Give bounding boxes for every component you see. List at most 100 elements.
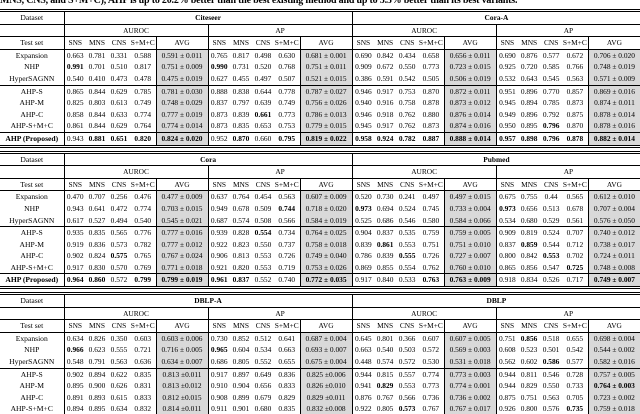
- column-label: SNS: [351, 319, 375, 333]
- metric-value-cell: 0.740: [278, 275, 296, 285]
- method-row-label: AHP-C: [0, 250, 65, 262]
- avg-value-cell: 0.814 ±0.011: [155, 403, 208, 414]
- metric-value-cell: 0.911: [207, 403, 230, 414]
- metric-value-cell: 0.795: [278, 133, 296, 143]
- column-label: SNS: [207, 36, 230, 50]
- metric-value-cell: 0.241: [398, 192, 416, 202]
- avg-value-cell: 0.764 ± 0.003: [587, 380, 640, 392]
- avg-value-cell: 0.718 ± 0.020: [299, 202, 353, 215]
- avg-value-cell: 0.779 ± 0.015: [299, 120, 353, 133]
- metric-value-cell: 0.935: [63, 226, 86, 239]
- data-row: NHP 0.943 0.641 0.472 0.774 0.703 ± 0.015 0.94…: [0, 202, 640, 215]
- column-label: AVG: [587, 36, 640, 50]
- metric-value-cell: 0.837: [495, 238, 519, 251]
- metric-value-cell: 0.707: [566, 228, 584, 238]
- metric-value-cell: 0.796: [542, 133, 560, 143]
- column-label: S+M+C: [130, 178, 156, 192]
- metric-value-cell: 0.626: [110, 381, 128, 391]
- metric-value-cell: 0.800: [495, 250, 519, 262]
- column-label: S+M+C: [130, 319, 156, 333]
- metric-value-cell: 0.566: [274, 214, 300, 228]
- metric-value-cell: 0.921: [207, 261, 230, 275]
- metric-value-cell: 0.840: [376, 275, 394, 285]
- column-label: CNS: [108, 178, 130, 192]
- metric-value-cell: 0.939: [207, 226, 230, 239]
- avg-value-cell: 0.733 ± 0.004: [443, 202, 497, 215]
- avg-value-cell: 0.545 ± 0.021: [155, 214, 208, 228]
- metric-value-cell: 0.627: [207, 72, 230, 86]
- data-row: AHP-S 0.935 0.835 0.565 0.776 0.777 ± 0.016 0.…: [0, 226, 640, 239]
- avg-value-cell: 0.703 ± 0.015: [155, 202, 208, 215]
- metric-header-row: AUROC AP AUROC AP: [0, 24, 640, 38]
- metric-value-cell: 0.546: [542, 369, 560, 379]
- metric-value-cell: 0.945: [351, 120, 375, 133]
- metric-value-cell: 0.908: [207, 391, 230, 404]
- metric-value-cell: 0.918: [495, 273, 519, 288]
- metric-value-cell: 0.773: [422, 381, 440, 391]
- column-label: S+M+C: [418, 178, 445, 192]
- metric-value-cell: 0.604: [232, 345, 250, 355]
- data-row: HyperSAGNN 0.548 0.791 0.563 0.636 0.634 ± 0.…: [0, 356, 640, 369]
- avg-value-cell: 0.634 ± 0.007: [155, 356, 208, 369]
- metric-value-cell: 0.660: [254, 133, 272, 143]
- avg-value-cell: 0.777 ± 0.012: [155, 238, 208, 251]
- metric-value-cell: 0.796: [540, 120, 563, 133]
- metric-value-cell: 0.776: [134, 228, 152, 238]
- metric-value-cell: 0.256: [110, 192, 128, 202]
- avg-value-cell: 0.497 ± 0.015: [443, 190, 497, 203]
- avg-value-cell: 0.656 ± 0.011: [443, 49, 497, 62]
- metric-value-cell: 0.893: [88, 392, 106, 402]
- method-row-label: AHP-S: [0, 85, 65, 98]
- metric-value-cell: 0.773: [278, 109, 296, 119]
- avg-value-cell: 0.681 ± 0.001: [299, 49, 353, 62]
- metric-value-cell: 0.857: [566, 86, 584, 96]
- dataset-name: DBLP: [351, 293, 640, 308]
- metric-value-cell: 0.520: [351, 190, 375, 203]
- metric-value-cell: 0.785: [134, 86, 152, 96]
- metric-value-cell: 0.758: [398, 98, 416, 108]
- avg-value-cell: 0.751 ± 0.009: [155, 61, 208, 73]
- method-row-label: NHP: [0, 202, 65, 215]
- metric-value-cell: 0.455: [230, 72, 252, 86]
- metric-value-cell: 0.509: [254, 203, 272, 213]
- metric-value-cell: 0.837: [376, 228, 394, 238]
- avg-value-cell: 0.824 ± 0.020: [155, 132, 208, 147]
- column-label: S+M+C: [130, 36, 156, 50]
- metric-value-cell: 0.553: [398, 381, 416, 391]
- metric-value-cell: 0.764: [232, 192, 250, 202]
- avg-value-cell: 0.813 ±0.012: [155, 380, 208, 392]
- metric-value-cell: 0.958: [351, 132, 375, 147]
- metric-value-cell: 0.801: [376, 333, 394, 343]
- column-label: MNS: [518, 36, 541, 50]
- data-row: Expansion 0.663 0.781 0.331 0.588 0.591 ± 0.0…: [0, 49, 640, 62]
- metric-value-cell: 0.656: [254, 381, 272, 391]
- method-row-label: Expansion: [0, 190, 65, 203]
- metric-value-cell: 0.824: [88, 251, 106, 261]
- metric-value-cell: 0.542: [396, 72, 419, 86]
- column-label: SNS: [63, 36, 86, 50]
- column-label: CNS: [252, 36, 274, 50]
- metric-value-cell: 0.524: [542, 228, 560, 238]
- metric-value-cell: 0.498: [254, 50, 272, 60]
- metric-value-cell: 0.895: [86, 403, 108, 414]
- metric-value-cell: 0.554: [254, 228, 272, 238]
- metric-value-cell: 0.653: [252, 120, 274, 133]
- metric-value-cell: 0.765: [134, 251, 152, 261]
- metric-value-cell: 0.555: [398, 251, 416, 261]
- metric-value-cell: 0.918: [376, 109, 394, 119]
- metric-value-cell: 0.904: [232, 381, 250, 391]
- metric-value-cell: 0.865: [495, 261, 519, 275]
- metric-value-cell: 0.875: [495, 391, 519, 404]
- column-label: MNS: [86, 319, 108, 333]
- metric-value-cell: 0.797: [232, 98, 250, 108]
- metric-value-cell: 0.944: [495, 380, 519, 392]
- metric-value-cell: 0.917: [63, 261, 86, 275]
- metric-value-cell: 0.753: [398, 86, 416, 96]
- metric-value-cell: 0.764: [130, 120, 156, 133]
- avg-value-cell: 0.772 ± 0.035: [299, 273, 353, 288]
- metric-value-cell: 0.768: [278, 62, 296, 72]
- avg-value-cell: 0.787 ± 0.027: [299, 85, 353, 98]
- data-row: NHP 0.991 0.701 0.510 0.817 0.751 ± 0.009 0.99…: [0, 61, 640, 73]
- column-label: SNS: [351, 36, 375, 50]
- metric-value-cell: 0.865: [63, 85, 86, 98]
